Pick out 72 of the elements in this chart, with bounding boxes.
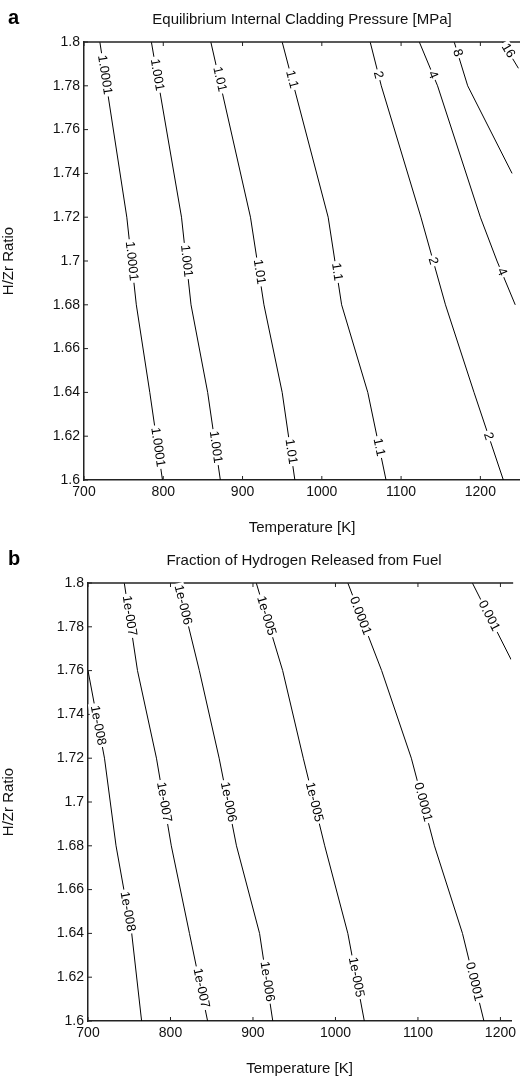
y-tick-label: 1.72 [56, 749, 85, 766]
annotation: 1.1 [329, 261, 347, 282]
annotation: 1e-005 [345, 955, 369, 999]
annotation: 1e-005 [302, 780, 327, 824]
y-tick-label: 1.62 [56, 968, 85, 985]
annotation: 0.0001 [411, 780, 437, 823]
y-axis-title: H/Zr Ratio [0, 767, 17, 837]
y-tick-label: 1.7 [60, 251, 81, 268]
x-tick-label: 800 [158, 1024, 183, 1041]
annotation: 1e-006 [171, 583, 196, 627]
x-tick-label: 1100 [402, 1024, 434, 1041]
y-tick-label: 1.66 [52, 339, 81, 356]
x-tick-label: 1100 [386, 483, 417, 500]
annotation: 2 [425, 255, 442, 267]
y-tick-label: 1.62 [52, 427, 81, 444]
y-tick-label: 1.8 [60, 32, 81, 49]
y-tick-label: 1.64 [52, 383, 81, 400]
x-tick-label: 1200 [464, 483, 497, 500]
annotation: 0.0001 [462, 960, 487, 1003]
annotation: 16 [498, 40, 520, 61]
x-tick-label: 1000 [306, 483, 338, 500]
x-tick-label: 1200 [484, 1024, 517, 1041]
y-tick-label: 1.76 [52, 120, 81, 137]
y-tick-label: 1.7 [64, 792, 85, 809]
y-tick-label: 1.8 [64, 573, 85, 590]
y-tick-label: 1.66 [56, 880, 85, 897]
annotation: 1.001 [147, 57, 168, 92]
x-tick-label: 900 [241, 1024, 265, 1041]
annotation: 1e-008 [87, 703, 110, 747]
chart-title: Fraction of Hydrogen Released from Fuel [166, 551, 442, 569]
annotation: 1e-008 [117, 890, 140, 933]
annotation: 1.1 [370, 436, 389, 458]
y-tick-label: 1.68 [56, 836, 85, 853]
annotation: 1.0001 [122, 240, 143, 282]
y-tick-label: 1.72 [52, 208, 81, 225]
annotation: 1.01 [282, 437, 302, 465]
x-axis-title: Temperature [K] [248, 518, 356, 536]
annotation: 1e-006 [257, 960, 279, 1003]
annotation: 0.001 [475, 597, 504, 634]
annotation: 1.1 [283, 68, 303, 90]
annotation: 1e-006 [217, 780, 241, 824]
annotation: 1.01 [210, 65, 231, 94]
annotation: 8 [450, 47, 467, 59]
annotation: 1e-005 [254, 594, 281, 638]
y-tick-label: 1.78 [52, 76, 81, 93]
annotation: 1.0001 [148, 426, 169, 468]
y-tick-label: 1.74 [56, 705, 85, 722]
x-tick-label: 1000 [319, 1024, 352, 1041]
y-tick-label: 1.68 [52, 295, 81, 312]
y-tick-label: 1.64 [56, 924, 85, 941]
text: a [8, 5, 20, 28]
chart-title: Equilibrium Internal Cladding Pressure [MPa] [152, 10, 452, 28]
y-tick-label: 1.78 [56, 617, 85, 634]
annotation: 1e-007 [119, 594, 141, 637]
x-tick-label: 800 [151, 483, 176, 500]
x-tick-label: 900 [230, 483, 255, 500]
annotation: 2 [480, 430, 498, 442]
text: b [8, 546, 21, 569]
annotation: 1.0001 [95, 53, 116, 96]
annotation: 1e-007 [190, 966, 214, 1010]
annotation: 1e-007 [154, 780, 176, 824]
annotation: 2 [370, 69, 388, 80]
y-axis-title: H/Zr Ratio [0, 226, 17, 296]
annotation: 4 [425, 68, 442, 81]
annotation: 0.0001 [346, 594, 376, 637]
x-axis-title: Temperature [K] [246, 1059, 353, 1077]
annotation: 4 [494, 265, 511, 278]
y-tick-label: 1.74 [52, 164, 81, 181]
annotation: 1.01 [250, 258, 270, 286]
annotation: 1.001 [177, 243, 197, 278]
annotation: 1.001 [206, 429, 227, 465]
y-tick-label: 1.76 [56, 661, 85, 678]
